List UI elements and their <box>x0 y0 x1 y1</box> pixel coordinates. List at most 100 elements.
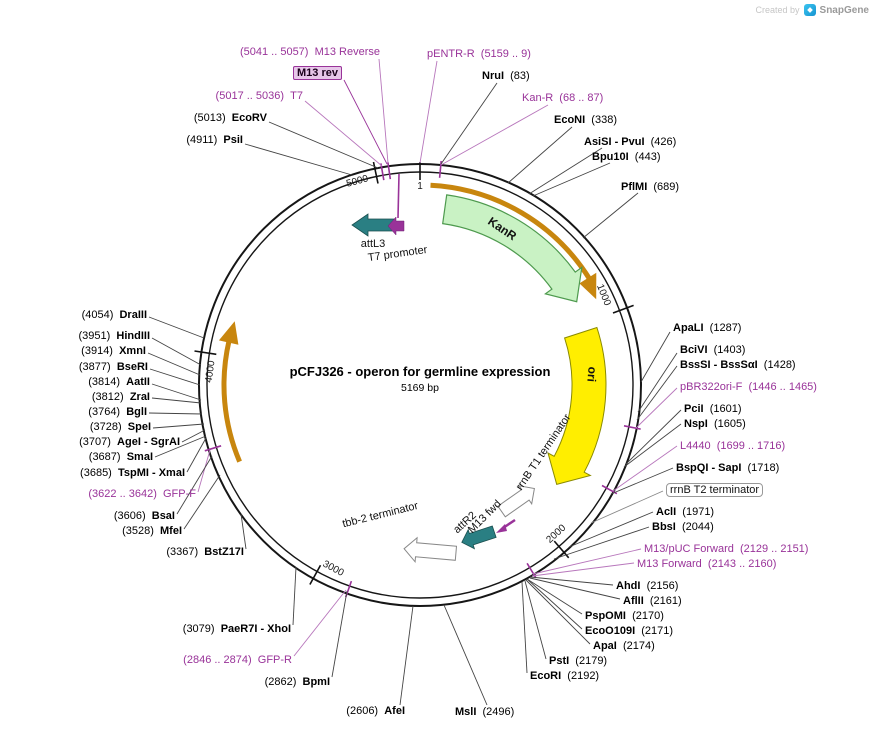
callout-m13-forward-primer[interactable]: M13 Forward (2143 .. 2160) <box>637 558 777 570</box>
callout-ecorv[interactable]: (5013) EcoRV <box>193 112 267 124</box>
callout-msli[interactable]: MslI (2496) <box>455 706 515 718</box>
feature-t7-promoter[interactable] <box>387 216 405 236</box>
feature-arc-top[interactable] <box>430 182 597 300</box>
feature-attr2[interactable] <box>461 525 497 550</box>
feature-m13-fwd[interactable] <box>496 518 516 533</box>
callout-agei-sgrai[interactable]: (3707) AgeI - SgrAI <box>79 436 180 448</box>
callout-bpu10i[interactable]: Bpu10I (443) <box>592 151 661 163</box>
callout-line <box>612 445 678 492</box>
callout-line <box>529 577 621 600</box>
callout-asisi-pvui[interactable]: AsiSI - PvuI (426) <box>584 136 677 148</box>
callout-line <box>610 467 674 495</box>
callout-line <box>292 566 297 626</box>
callout-line <box>148 316 205 339</box>
feature-tbb2-terminator[interactable] <box>403 536 458 564</box>
callout-apai[interactable]: ApaI (2174) <box>593 640 655 652</box>
callout-line <box>636 365 678 421</box>
position-label-2000: 2000 <box>544 522 568 545</box>
callout-m13-reverse-primer[interactable]: (5041 .. 5057) M13 Reverse <box>239 46 380 58</box>
callout-line <box>378 58 389 164</box>
callout-line <box>568 511 654 548</box>
callout-line <box>553 526 650 560</box>
position-label-1000: 1000 <box>594 283 613 308</box>
map-tick <box>204 445 222 452</box>
callout-line <box>623 423 682 468</box>
callout-xmni[interactable]: (3914) XmnI <box>81 345 146 357</box>
map-tick <box>623 425 641 430</box>
callout-econi[interactable]: EcoNI (338) <box>554 114 617 126</box>
callout-m13-rev[interactable]: M13 rev <box>293 66 342 81</box>
callout-line <box>625 409 682 465</box>
tbb2-terminator-label[interactable]: tbb-2 terminator <box>341 500 420 531</box>
callout-gfp-r-primer[interactable]: (2846 .. 2874) GFP-R <box>183 654 292 666</box>
callout-bseri[interactable]: (3877) BseRI <box>78 361 148 373</box>
callout-line <box>197 449 211 493</box>
callout-apali[interactable]: ApaLI (1287) <box>673 322 742 334</box>
callout-bgli[interactable]: (3764) BglI <box>88 406 147 418</box>
callout-rrnb-t2-terminator[interactable]: rrnB T2 terminator <box>666 483 764 498</box>
callout-spei[interactable]: (3728) SpeI <box>89 421 151 433</box>
callout-ahdi[interactable]: AhdI (2156) <box>616 580 679 592</box>
callout-t7-primer[interactable]: (5017 .. 5036) T7 <box>215 90 303 102</box>
callout-pentr-r-primer[interactable]: pENTR-R (5159 .. 9) <box>427 48 531 60</box>
callout-paer7i-xhoi[interactable]: (3079) PaeR7I - XhoI <box>182 623 291 635</box>
callout-nrui[interactable]: NruI (83) <box>482 70 530 82</box>
callout-ecoo109i[interactable]: EcoO109I (2171) <box>585 625 674 637</box>
callout-lines <box>147 58 682 706</box>
callout-pcii[interactable]: PciI (1601) <box>684 403 742 415</box>
callout-ecori[interactable]: EcoRI (2192) <box>530 670 600 682</box>
callout-psii[interactable]: (4911) PsiI <box>186 134 243 146</box>
feature-ori[interactable] <box>547 326 607 486</box>
callout-mfei[interactable]: (3528) MfeI <box>122 525 182 537</box>
callout-psti[interactable]: PstI (2179) <box>549 655 608 667</box>
callout-pbr322ori-f-primer[interactable]: pBR322ori-F (1446 .. 1465) <box>680 381 817 393</box>
callout-line <box>532 548 642 575</box>
callout-draiii[interactable]: (4054) DraIII <box>81 309 147 321</box>
callout-line <box>331 590 348 678</box>
callout-line <box>590 490 664 524</box>
callout-zrai[interactable]: (3812) ZraI <box>91 391 150 403</box>
callout-bpmi[interactable]: (2862) BpmI <box>264 676 330 688</box>
callout-pspomi[interactable]: PspOMI (2170) <box>585 610 664 622</box>
callout-m13-puc-forward-primer[interactable]: M13/pUC Forward (2129 .. 2151) <box>644 543 809 555</box>
callout-bstz17i[interactable]: (3367) BstZ17I <box>166 546 244 558</box>
callout-gfp-f-primer[interactable]: (3622 .. 3642) GFP-F <box>88 488 196 500</box>
ori-label[interactable]: ori <box>584 366 599 383</box>
callout-line <box>151 397 202 404</box>
callout-pflmi[interactable]: PflMI (689) <box>621 181 680 193</box>
callout-line <box>186 437 207 473</box>
callout-line <box>151 383 202 401</box>
callout-bsssi-bsssai[interactable]: BssSI - BssSαI (1428) <box>680 359 796 371</box>
callout-line <box>531 562 635 577</box>
plasmid-size: 5169 bp <box>401 382 439 394</box>
callout-hindiii[interactable]: (3951) HindIII <box>78 330 150 342</box>
callout-l4440-primer[interactable]: L4440 (1699 .. 1716) <box>680 440 786 452</box>
feature-kanr[interactable] <box>442 194 583 303</box>
feature-attl3[interactable] <box>351 213 395 237</box>
callout-smai[interactable]: (3687) SmaI <box>88 451 153 463</box>
callout-line <box>521 581 528 674</box>
callout-afei[interactable]: (2606) AfeI <box>346 705 405 717</box>
callout-line <box>183 474 221 530</box>
map-tick <box>612 304 634 314</box>
callout-line <box>528 147 603 195</box>
map-tick <box>309 564 322 585</box>
callout-nspi[interactable]: NspI (1605) <box>684 418 746 430</box>
callout-tspmi-xmai[interactable]: (3685) TspMI - XmaI <box>80 467 185 479</box>
callout-bbsi[interactable]: BbsI (2044) <box>652 521 714 533</box>
callout-kan-r-primer[interactable]: Kan-R (68 .. 87) <box>522 92 604 104</box>
callout-aatii[interactable]: (3814) AatII <box>88 376 150 388</box>
title-block: pCFJ326 - operon for germline expression… <box>290 364 551 394</box>
callout-bcivi[interactable]: BciVI (1403) <box>680 344 746 356</box>
callout-bspqi-sapi[interactable]: BspQI - SapI (1718) <box>676 462 780 474</box>
feature-arc-left[interactable] <box>218 321 242 463</box>
callout-aflii[interactable]: AflII (2161) <box>623 595 682 607</box>
feature-rrnb-t1-terminator[interactable] <box>497 485 535 518</box>
attl3-label[interactable]: attL3 <box>361 238 385 250</box>
callout-bsai[interactable]: (3606) BsaI <box>113 510 175 522</box>
callout-line <box>582 192 639 239</box>
callout-acli[interactable]: AclI (1971) <box>656 506 715 518</box>
